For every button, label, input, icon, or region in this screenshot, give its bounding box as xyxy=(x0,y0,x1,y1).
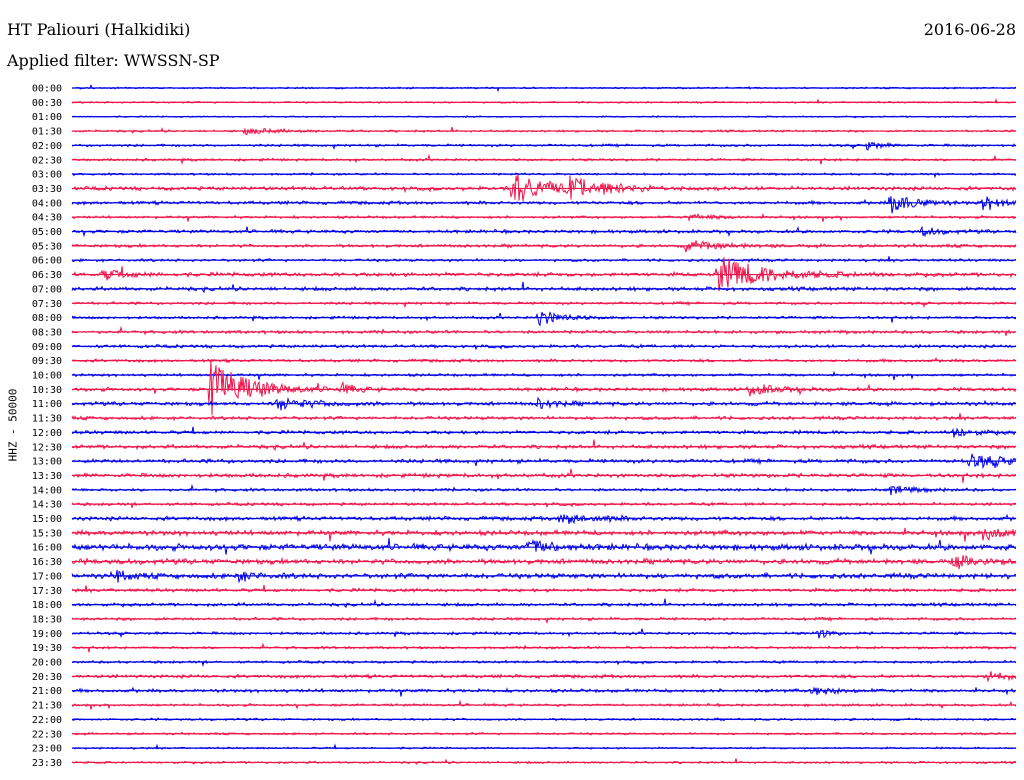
time-tick-label: 23:00 xyxy=(32,744,62,755)
time-tick-label: 04:00 xyxy=(32,198,62,209)
time-tick-label: 21:00 xyxy=(32,686,62,697)
time-tick-label: 02:30 xyxy=(32,155,62,166)
time-tick-label: 13:30 xyxy=(32,471,62,482)
time-tick-label: 17:00 xyxy=(32,571,62,582)
trace-row xyxy=(71,439,1017,451)
trace-row xyxy=(71,225,1017,238)
trace-row xyxy=(71,256,1017,263)
trace-row xyxy=(71,584,1017,594)
time-tick-label: 23:30 xyxy=(32,758,62,769)
trace-row xyxy=(71,686,1017,697)
time-tick-label: 08:30 xyxy=(32,327,62,338)
time-tick-label: 01:30 xyxy=(32,127,62,138)
time-tick-label: 07:30 xyxy=(32,299,62,310)
time-tick-label: 06:00 xyxy=(32,256,62,267)
time-tick-label: 19:30 xyxy=(32,643,62,654)
trace-row xyxy=(71,212,1017,223)
time-tick-label: 02:00 xyxy=(32,141,62,152)
trace-row xyxy=(71,281,1017,294)
trace-row xyxy=(71,174,1017,201)
time-tick-label: 15:00 xyxy=(32,514,62,525)
trace-row xyxy=(71,537,1017,555)
time-tick-label: 03:00 xyxy=(32,170,62,181)
time-tick-label: 13:00 xyxy=(32,457,62,468)
trace-row xyxy=(71,413,1017,422)
time-tick-label: 20:00 xyxy=(32,658,62,669)
trace-row xyxy=(71,642,1017,653)
time-tick-label: 12:30 xyxy=(32,442,62,453)
time-tick-label: 11:00 xyxy=(32,399,62,410)
trace-row xyxy=(71,598,1017,609)
time-tick-labels: 00:00 00:30 01:00 01:30 02:00 02:30 03:00 03:30… xyxy=(32,84,62,769)
time-tick-label: 22:00 xyxy=(32,715,62,726)
time-tick-label: 03:30 xyxy=(32,184,62,195)
trace-row xyxy=(71,527,1017,542)
time-tick-label: 05:00 xyxy=(32,227,62,238)
time-tick-label: 08:00 xyxy=(32,313,62,324)
time-tick-label: 01:00 xyxy=(32,112,62,123)
time-tick-label: 10:00 xyxy=(32,371,62,382)
station-title: HT Paliouri (Halkidiki) xyxy=(7,20,191,39)
time-tick-label: 09:30 xyxy=(32,356,62,367)
time-tick-label: 09:00 xyxy=(32,342,62,353)
trace-row xyxy=(71,758,1017,765)
time-tick-label: 19:00 xyxy=(32,629,62,640)
filter-label: Applied filter: WWSSN-SP xyxy=(7,51,220,70)
time-tick-label: 15:30 xyxy=(32,528,62,539)
trace-row xyxy=(71,311,1017,327)
time-tick-label: 14:30 xyxy=(32,500,62,511)
trace-row xyxy=(71,300,1017,309)
time-tick-label: 10:30 xyxy=(32,385,62,396)
time-tick-label: 18:30 xyxy=(32,614,62,625)
trace-row xyxy=(71,196,1017,214)
time-tick-label: 22:30 xyxy=(32,729,62,740)
time-tick-label: 04:30 xyxy=(32,213,62,224)
date-label: 2016-06-28 xyxy=(923,20,1016,39)
time-tick-label: 11:30 xyxy=(32,414,62,425)
time-tick-label: 05:30 xyxy=(32,241,62,252)
time-tick-label: 07:00 xyxy=(32,284,62,295)
trace-row xyxy=(71,513,1017,525)
seismogram-traces xyxy=(71,83,1017,765)
time-tick-label: 16:00 xyxy=(32,543,62,554)
time-tick-label: 18:00 xyxy=(32,600,62,611)
time-tick-label: 17:30 xyxy=(32,586,62,597)
time-tick-label: 21:30 xyxy=(32,701,62,712)
time-tick-label: 14:00 xyxy=(32,485,62,496)
time-tick-label: 12:00 xyxy=(32,428,62,439)
trace-row xyxy=(71,616,1017,625)
time-tick-label: 20:30 xyxy=(32,672,62,683)
trace-row xyxy=(71,360,1017,416)
trace-row xyxy=(71,483,1016,496)
time-tick-label: 06:30 xyxy=(32,270,62,281)
trace-row xyxy=(71,659,1017,668)
time-tick-label: 16:30 xyxy=(32,557,62,568)
time-tick-label: 00:00 xyxy=(32,84,62,95)
time-tick-label: 00:30 xyxy=(32,98,62,109)
trace-row xyxy=(71,501,1017,508)
